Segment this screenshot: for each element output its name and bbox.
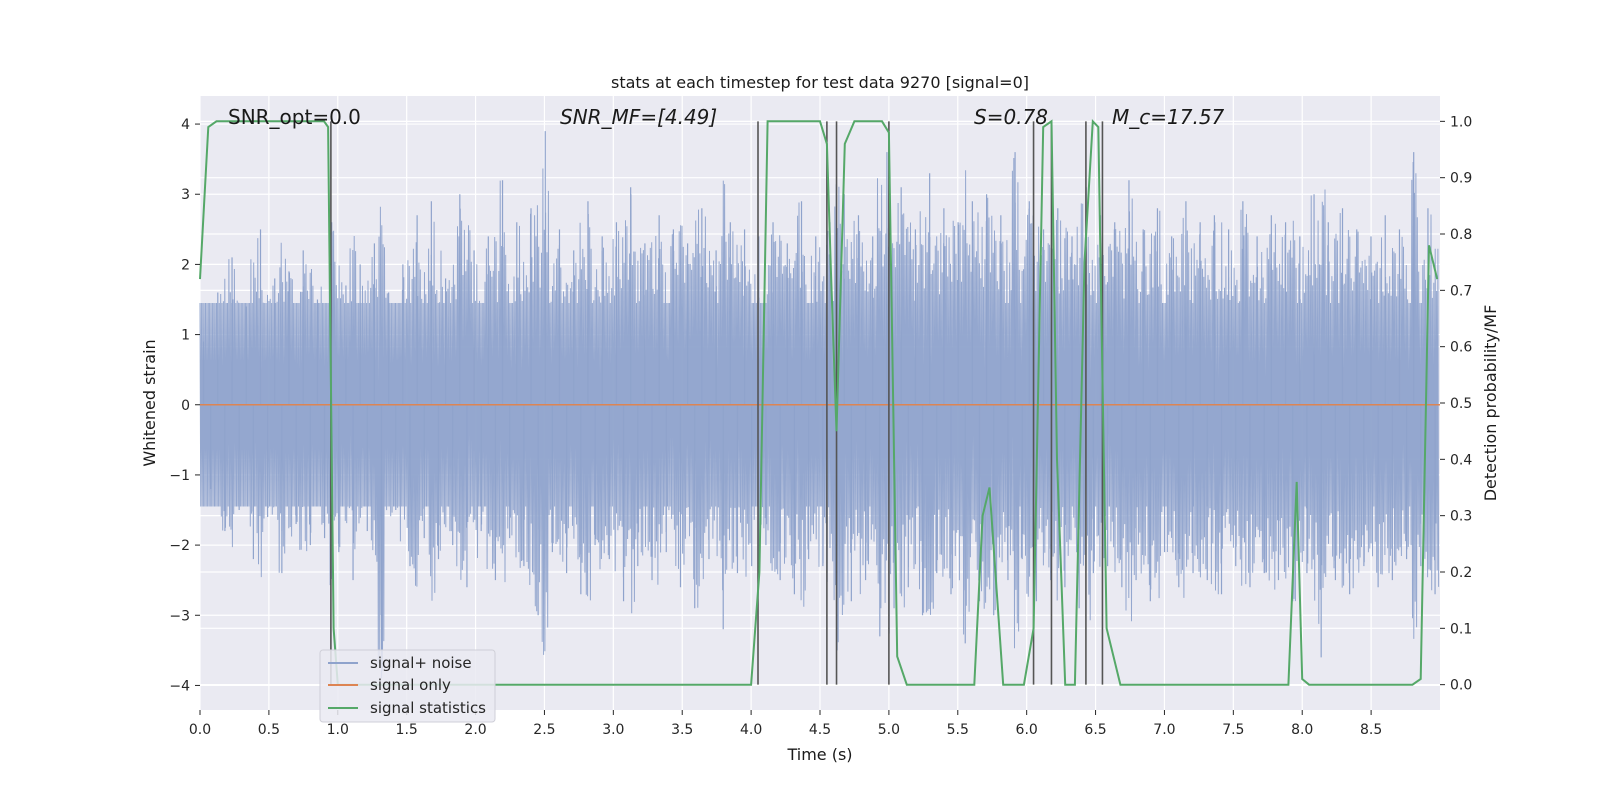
y-tick-label: −1: [169, 468, 190, 484]
y2-tick-label: 0.3: [1450, 509, 1472, 525]
x-tick-label: 2.0: [464, 722, 486, 738]
signal-statistics-line: [199, 118, 1439, 686]
x-tick-label: 0.5: [258, 722, 280, 738]
y-tick-label: 3: [181, 187, 190, 203]
x-axis-label: Time (s): [786, 745, 852, 764]
legend-box: [319, 649, 496, 723]
x-tick-label: 8.0: [1291, 722, 1313, 738]
x-tick-label: 3.0: [602, 722, 624, 738]
y-tick-label: −2: [169, 538, 190, 554]
x-tick-label: 6.5: [1084, 722, 1106, 738]
y2-tick-label: 0.7: [1450, 283, 1472, 299]
y2-tick-label: 0.1: [1450, 621, 1472, 637]
x-tick-label: 7.5: [1222, 722, 1244, 738]
x-tick-label: 4.0: [740, 722, 762, 738]
annotation-snr-opt: SNR_opt=0.0: [228, 105, 361, 129]
annotation-mc: M_c=17.57: [1112, 105, 1225, 129]
y2-tick-label: 0.8: [1450, 227, 1472, 243]
y-tick-label: 2: [181, 257, 190, 273]
legend-label-noise: signal+ noise: [370, 654, 472, 672]
chart-title: stats at each timestep for test data 927…: [611, 73, 1029, 92]
signal-statistics-series: [199, 118, 1439, 686]
noise-line: [199, 157, 1440, 671]
y2-tick-label: 0.9: [1450, 171, 1472, 187]
legend-label-signal: signal only: [370, 676, 451, 694]
legend: signal+ noise signal only signal statist…: [319, 649, 496, 723]
y2-tick-label: 0.5: [1450, 396, 1472, 412]
x-tick-label: 2.5: [533, 722, 555, 738]
y2-tick-label: 1.0: [1450, 114, 1472, 130]
x-tick-label: 4.5: [809, 722, 831, 738]
x-tick-label: 6.0: [1016, 722, 1038, 738]
y-tick-label: 0: [181, 398, 190, 414]
x-tick-label: 1.5: [396, 722, 418, 738]
y2-tick-label: 0.6: [1450, 340, 1472, 356]
y-tick-label: 4: [181, 117, 190, 133]
y2-tick-label: 0.4: [1450, 452, 1472, 468]
x-tick-label: 5.5: [947, 722, 969, 738]
y2-axis-label: Detection probability/MF: [1481, 305, 1500, 502]
y-tick-label: −3: [169, 608, 190, 624]
y2-tick-label: 0.2: [1450, 565, 1472, 581]
x-tick-label: 7.0: [1153, 722, 1175, 738]
y-tick-label: 1: [181, 328, 190, 344]
x-tick-label: 3.5: [671, 722, 693, 738]
annotation-snr-mf: SNR_MF=[4.49]: [560, 105, 717, 129]
annotation-s: S=0.78: [974, 105, 1048, 129]
x-tick-label: 8.5: [1360, 722, 1382, 738]
x-tick-label: 0.0: [189, 722, 211, 738]
y-axis-label: Whitened strain: [140, 339, 159, 466]
x-tick-label: 1.0: [327, 722, 349, 738]
y-tick-label: −4: [169, 678, 190, 694]
x-tick-label: 5.0: [878, 722, 900, 738]
y2-tick-label: 0.0: [1450, 678, 1472, 694]
legend-label-statistics: signal statistics: [370, 699, 486, 717]
noise-series: [199, 131, 1440, 679]
ticks: 0.0 0.5 1.0 1.5 2.0 2.5 3.0 3.5 4.0 4.5 5.0 5.5 6.0 6…: [169, 114, 1472, 738]
